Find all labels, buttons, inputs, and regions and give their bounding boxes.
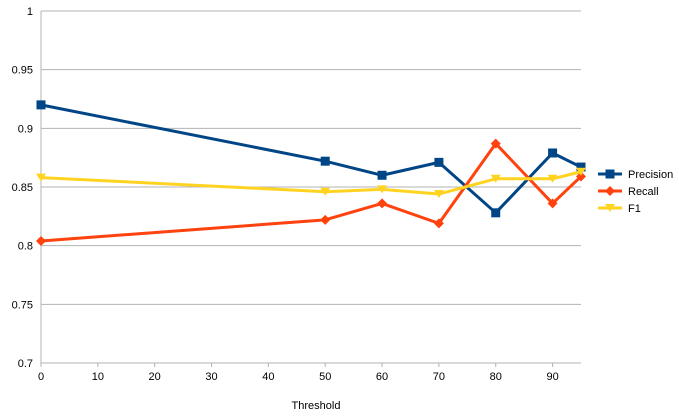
data-point-recall bbox=[377, 198, 388, 209]
x-tick-label: 80 bbox=[490, 371, 502, 383]
series-precision bbox=[36, 100, 586, 218]
legend-marker-f1 bbox=[605, 204, 615, 212]
x-tick-label: 60 bbox=[376, 371, 388, 383]
legend-label-precision: Precision bbox=[628, 169, 673, 181]
legend-label-recall: Recall bbox=[628, 186, 659, 198]
series-f1 bbox=[36, 167, 586, 199]
data-point-recall bbox=[547, 198, 558, 209]
data-point-recall bbox=[320, 214, 331, 225]
legend: Precision Recall F1 bbox=[598, 169, 673, 215]
data-point-f1 bbox=[320, 187, 331, 196]
x-tick-label: 30 bbox=[205, 371, 217, 383]
x-tick-label: 20 bbox=[149, 371, 161, 383]
data-point-f1 bbox=[433, 190, 444, 199]
data-point-f1 bbox=[377, 185, 388, 194]
y-tick-label: 0.75 bbox=[12, 299, 33, 311]
y-tick-label: 0.85 bbox=[12, 182, 33, 194]
grid-lines bbox=[41, 10, 581, 364]
y-tick-label: 0.95 bbox=[12, 65, 33, 77]
data-point-precision bbox=[576, 162, 586, 172]
data-point-precision bbox=[491, 208, 501, 218]
x-tick-label: 40 bbox=[262, 371, 274, 383]
legend-item-precision: Precision bbox=[598, 169, 673, 181]
x-tick-label: 10 bbox=[92, 371, 104, 383]
data-point-precision bbox=[434, 157, 444, 167]
data-point-f1 bbox=[576, 167, 586, 176]
legend-marker-precision bbox=[605, 169, 615, 179]
data-point-f1 bbox=[547, 174, 558, 183]
data-point-recall bbox=[490, 138, 501, 149]
data-point-recall bbox=[433, 218, 444, 229]
series-line-precision bbox=[39, 103, 583, 215]
x-axis-tick-labels: 0 10 20 30 40 50 60 70 80 90 bbox=[38, 371, 559, 383]
data-point-precision bbox=[36, 100, 46, 110]
data-point-precision bbox=[548, 148, 558, 158]
data-point-recall bbox=[576, 171, 586, 182]
data-point-precision bbox=[320, 156, 330, 166]
data-point-f1 bbox=[36, 173, 46, 182]
y-tick-label: 1 bbox=[27, 6, 33, 18]
x-tick-label: 0 bbox=[38, 371, 44, 383]
data-point-precision bbox=[377, 170, 387, 180]
y-tick-label: 0.7 bbox=[18, 358, 33, 370]
data-point-f1 bbox=[490, 174, 501, 183]
x-tick-label: 50 bbox=[319, 371, 331, 383]
axes bbox=[40, 11, 581, 367]
y-tick-label: 0.8 bbox=[18, 241, 33, 253]
legend-item-f1: F1 bbox=[598, 203, 641, 215]
x-tick-label: 70 bbox=[433, 371, 445, 383]
x-axis-title: Threshold bbox=[292, 400, 341, 412]
legend-label-f1: F1 bbox=[628, 203, 641, 215]
legend-marker-recall bbox=[605, 186, 615, 196]
data-point-recall bbox=[36, 235, 46, 246]
legend-item-recall: Recall bbox=[598, 186, 659, 198]
series-recall bbox=[36, 138, 586, 246]
series-group bbox=[36, 100, 586, 246]
y-axis-tick-labels: 0.7 0.75 0.8 0.85 0.9 0.95 1 bbox=[12, 6, 33, 370]
y-tick-label: 0.9 bbox=[18, 123, 33, 135]
x-tick-label: 90 bbox=[546, 371, 558, 383]
